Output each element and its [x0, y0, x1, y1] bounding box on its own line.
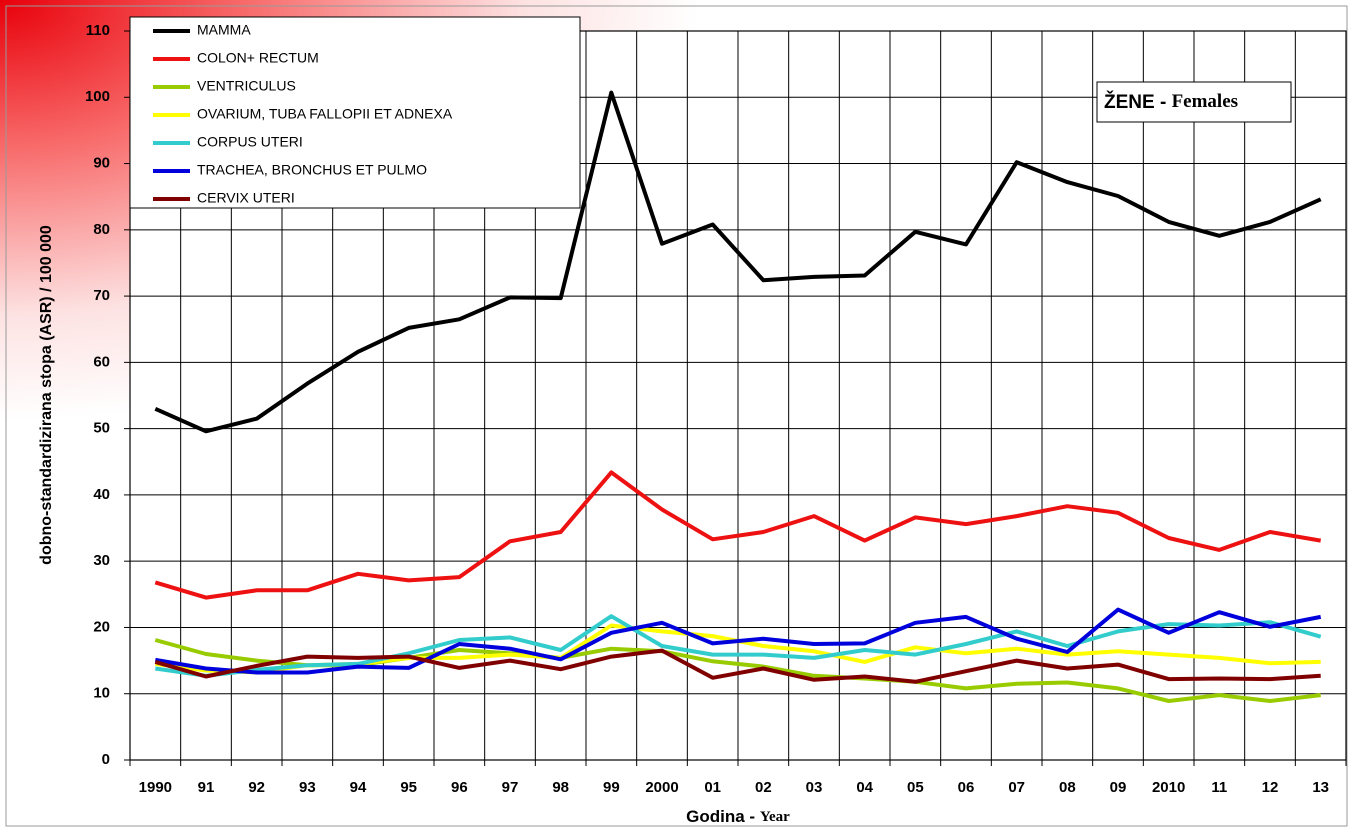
legend-label: CORPUS UTERI: [197, 134, 303, 150]
x-tick-label: 04: [856, 779, 873, 796]
y-tick-label: 90: [93, 155, 110, 172]
y-tick-label: 110: [86, 22, 110, 39]
x-tick-label: 01: [704, 779, 721, 796]
legend-label: TRACHEA, BRONCHUS ET PULMO: [197, 162, 427, 178]
x-axis-label: Godina - Year: [686, 807, 790, 826]
series-line: [155, 614, 1322, 678]
y-tick-label: 10: [93, 685, 110, 702]
series-lines: [154, 90, 1322, 703]
y-axis-label: dobno-standardizirana stopa (ASR) / 100 …: [38, 225, 55, 565]
y-tick-label: 60: [93, 353, 110, 370]
x-tick-label: 91: [198, 779, 215, 796]
frame: [5, 5, 1348, 827]
y-tick-label: 40: [93, 486, 110, 503]
y-tick-label: 100: [85, 88, 110, 105]
x-tick-label: 09: [1110, 779, 1127, 796]
y-tick-label: 30: [93, 552, 110, 569]
x-tick-label: 2010: [1152, 779, 1185, 796]
legend-box: [129, 16, 581, 209]
x-tick-label: 95: [400, 779, 417, 796]
legend-label: MAMMA: [197, 22, 251, 38]
y-tick-label: 20: [93, 618, 110, 635]
x-tick-label: 2000: [645, 779, 678, 796]
x-tick-label: 03: [806, 779, 823, 796]
y-tick-label: 70: [93, 287, 110, 304]
y-tick-label: 50: [93, 420, 110, 437]
series-line: [154, 90, 1322, 434]
annotation-part: ŽENE -: [1104, 91, 1172, 113]
annotation-part: Females: [1172, 91, 1238, 112]
x-tick-label: 99: [603, 779, 620, 796]
y-tick-label: 80: [93, 221, 110, 238]
legend-label: VENTRICULUS: [197, 78, 296, 94]
x-tick-label: 12: [1262, 779, 1279, 796]
y-tick-label: 0: [102, 751, 110, 768]
series-line: [154, 607, 1322, 675]
x-axis-label-part: Year: [760, 809, 790, 825]
x-tick-label: 92: [248, 779, 265, 796]
plot-border: [129, 30, 1347, 761]
annotation-box: [1096, 81, 1292, 123]
x-tick-label: 1990: [139, 779, 172, 796]
x-axis-label-part: Godina -: [686, 807, 760, 826]
x-tick-label: 02: [755, 779, 772, 796]
x-tick-label: 97: [502, 779, 519, 796]
x-tick-label: 05: [907, 779, 924, 796]
series-line: [154, 470, 1322, 600]
legend-label: COLON+ RECTUM: [197, 50, 319, 66]
x-tick-label: 98: [552, 779, 569, 796]
x-tick-label: 07: [1008, 779, 1025, 796]
legend: MAMMA COLON+ RECTUM VENTRICULUS OVARIUM, TU…: [129, 16, 581, 209]
legend-label: CERVIX UTERI: [197, 190, 295, 206]
legend-label: OVARIUM, TUBA FALLOPII ET ADNEXA: [197, 106, 453, 122]
x-tick-label: 08: [1059, 779, 1076, 796]
series-line: [154, 648, 1321, 684]
x-tick-label: 93: [299, 779, 316, 796]
x-tick-label: 11: [1211, 779, 1227, 796]
x-tick-label: 96: [451, 779, 468, 796]
x-tick-label: 06: [958, 779, 975, 796]
annotation: ŽENE - Females: [1104, 91, 1238, 113]
x-tick-label: 13: [1312, 779, 1329, 796]
x-tick-label: 94: [350, 779, 367, 796]
